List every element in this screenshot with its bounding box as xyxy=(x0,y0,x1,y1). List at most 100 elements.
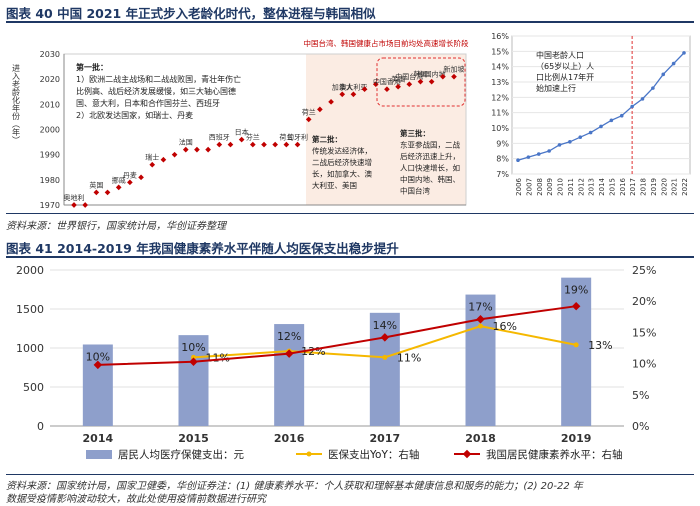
stage-text-line: 比例高、战后经济发展缓慢，如三大轴心国德 xyxy=(76,86,236,96)
fig40-title-rule xyxy=(6,21,694,23)
legend-marker-literacy xyxy=(462,449,472,459)
data-point xyxy=(682,51,686,55)
y-tick-label: 11% xyxy=(491,109,509,118)
y-tick-label: 7% xyxy=(496,170,509,179)
fig41-source-line1: 资料来源：国家统计局，国家卫健委，华创证券注：(1) 健康素养水平：个人获取和理… xyxy=(6,481,583,492)
yoy-point xyxy=(478,323,483,329)
data-point xyxy=(305,116,312,123)
stage-text-line: 国、意大利，日本和合作国芬兰、西班牙 xyxy=(76,98,220,108)
x-tick-label: 2016 xyxy=(619,177,627,195)
yoy-data-label: 11% xyxy=(206,351,230,364)
data-point xyxy=(171,151,178,158)
y-left-tick-label: 1000 xyxy=(16,342,44,355)
bar xyxy=(465,294,496,426)
data-point xyxy=(568,140,572,144)
data-point xyxy=(350,91,357,98)
y-left-tick-label: 2000 xyxy=(16,264,44,277)
legend-swatch-bar xyxy=(86,450,112,459)
yoy-point xyxy=(191,354,196,360)
bar-data-label: 17% xyxy=(468,301,492,314)
y-tick-label: 16% xyxy=(491,32,509,41)
x-tick-label: 2015 xyxy=(178,432,209,445)
data-point xyxy=(372,81,379,88)
data-point xyxy=(406,81,413,88)
data-point xyxy=(619,113,624,118)
y-tick-label: 12% xyxy=(491,93,509,102)
stage-text-line: 中国内地、韩国、 xyxy=(400,174,460,184)
data-point xyxy=(249,141,256,148)
data-point xyxy=(328,98,334,105)
data-point xyxy=(160,156,167,163)
y-tick-label: 2000 xyxy=(40,126,60,135)
data-point xyxy=(384,86,390,93)
x-tick-label: 2018 xyxy=(465,432,496,445)
x-tick-label: 2013 xyxy=(588,178,596,196)
stage-text-line: 人口快速增长，如 xyxy=(400,163,460,173)
stage-text-line: 长，如加拿大、澳 xyxy=(312,169,372,179)
bar xyxy=(369,312,400,426)
data-point xyxy=(272,141,279,148)
point-label: 中国内地 xyxy=(418,70,446,79)
bar xyxy=(274,324,305,426)
x-tick-label: 2008 xyxy=(536,178,544,196)
data-point xyxy=(93,189,100,196)
bar-data-label: 19% xyxy=(564,284,588,297)
point-label: 匈牙利 xyxy=(287,133,308,142)
point-label: 芬兰 xyxy=(246,133,260,142)
x-tick-label: 2017 xyxy=(629,178,637,196)
legend-label: 医保支出YoY：右轴 xyxy=(328,448,419,461)
stage-text-line: 传统发达经济体， xyxy=(312,146,372,156)
y-right-tick-label: 20% xyxy=(632,295,656,308)
legend-marker-yoy xyxy=(306,451,312,457)
point-label: 荷兰 xyxy=(302,107,316,116)
data-point xyxy=(127,179,133,186)
x-tick-label: 2019 xyxy=(650,178,658,196)
point-label: 韩国 xyxy=(413,70,427,79)
yoy-data-label: 11% xyxy=(397,351,421,364)
y-right-tick-label: 0% xyxy=(632,420,649,433)
data-point xyxy=(536,152,541,156)
y-tick-label: 8% xyxy=(496,155,509,164)
stage-title: 第一批： xyxy=(76,62,108,72)
data-point xyxy=(138,174,144,181)
y-left-tick-label: 0 xyxy=(37,420,44,433)
data-point xyxy=(630,104,634,109)
data-point xyxy=(317,106,323,113)
health-literacy-chart: 0 500 1000 1500 2000 0% 5% 10% 15% 20% 25% 10% 10% 12… xyxy=(16,264,656,461)
stage-text-line: 东亚参战国，二战 xyxy=(400,140,460,150)
yoy-point xyxy=(573,342,579,348)
stage-title: 第二批： xyxy=(312,134,342,144)
point-label: 澳大利亚 xyxy=(339,82,367,91)
data-point xyxy=(283,141,290,148)
data-point xyxy=(238,136,245,143)
data-point xyxy=(71,202,77,208)
stage-text-line: 二战后经济快速增 xyxy=(312,157,372,167)
data-point xyxy=(115,184,122,191)
fig41-title-rule xyxy=(6,256,694,258)
data-point xyxy=(149,161,156,168)
literacy-point xyxy=(284,349,294,358)
data-point xyxy=(82,202,89,208)
data-point xyxy=(261,141,267,148)
y-tick-label: 10% xyxy=(491,124,509,133)
y-right-tick-label: 5% xyxy=(632,389,649,402)
x-tick-label: 2022 xyxy=(681,178,689,196)
x-tick-label: 2006 xyxy=(515,177,523,195)
fig41-bottom-rule xyxy=(6,474,694,475)
y-left-tick-label: 500 xyxy=(23,381,44,394)
x-tick-label: 2012 xyxy=(577,178,585,196)
literacy-point xyxy=(189,357,198,366)
data-point xyxy=(547,149,551,153)
point-label: 中国台湾 xyxy=(395,72,423,81)
y-tick-label: 2030 xyxy=(40,50,60,59)
x-tick-label: 2017 xyxy=(370,432,401,445)
y-left-tick-label: 1500 xyxy=(16,303,44,316)
x-tick-label: 2007 xyxy=(525,178,533,196)
point-label: 中国香港 xyxy=(373,77,401,86)
y-tick-label: 15% xyxy=(491,47,509,56)
stage-title: 第三批： xyxy=(400,128,430,138)
legend-label: 居民人均医疗保健支出：元 xyxy=(118,448,244,461)
x-tick-label: 2020 xyxy=(660,178,668,196)
yoy-point xyxy=(382,354,388,360)
